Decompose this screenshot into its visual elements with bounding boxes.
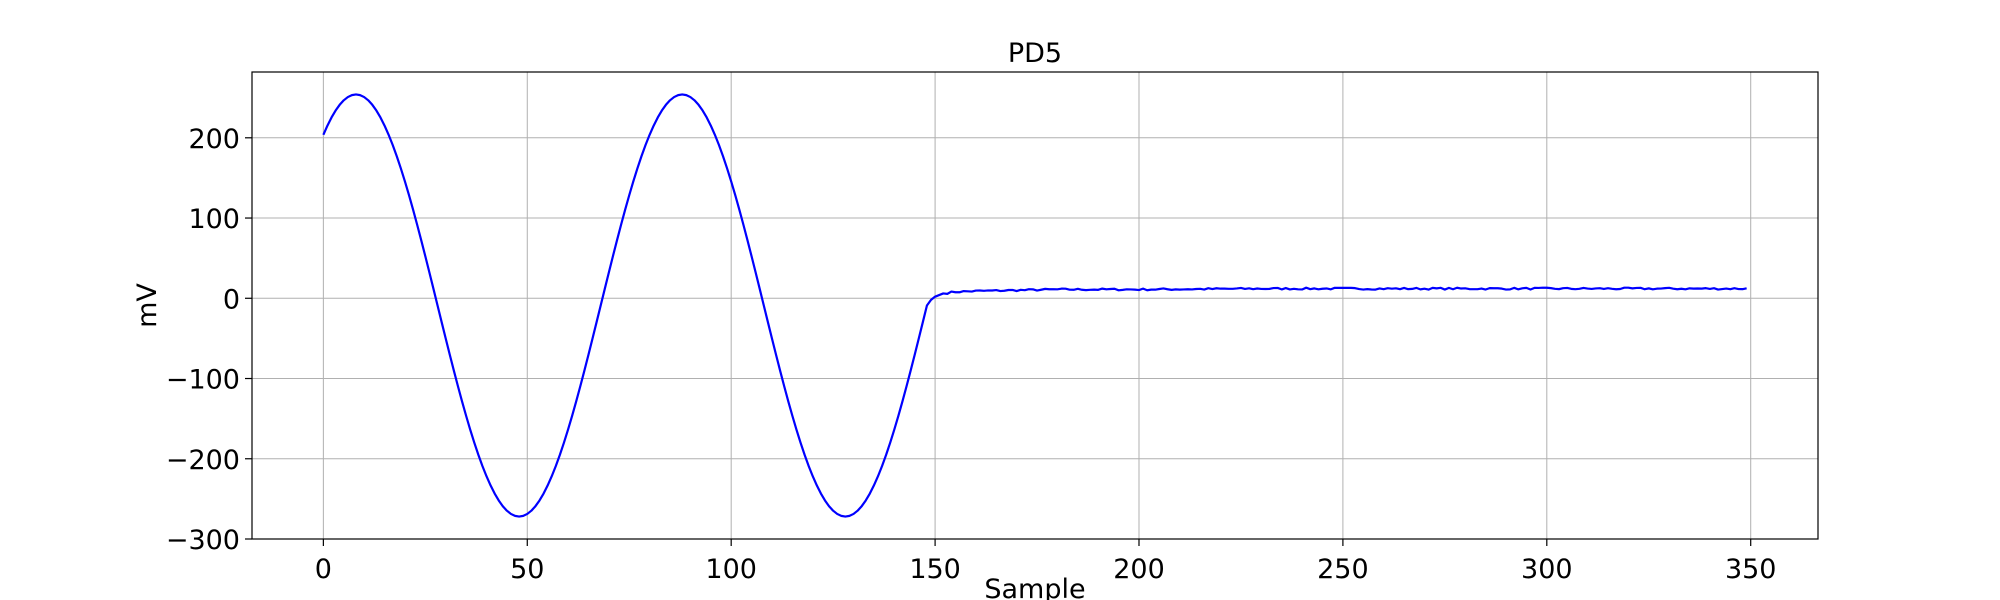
x-tick-label: 300 — [1521, 554, 1573, 585]
plot-frame — [251, 71, 1819, 540]
y-tick-label: −200 — [166, 445, 240, 476]
chart-title: PD5 — [1008, 38, 1062, 69]
x-tick-label: 150 — [909, 554, 961, 585]
y-tick-label: −100 — [166, 365, 240, 396]
x-tick-label: 50 — [510, 554, 544, 585]
series-line — [322, 93, 1747, 518]
x-tick-label: 250 — [1317, 554, 1369, 585]
y-axis-ticks: −300 −200 −100 0 100 200 — [166, 124, 252, 556]
x-tick-label: 100 — [705, 554, 757, 585]
series-layer — [322, 93, 1747, 518]
y-tick-label: −300 — [166, 525, 240, 556]
y-tick-label: 0 — [223, 284, 240, 315]
y-axis-label: mV — [132, 283, 163, 328]
x-tick-label: 350 — [1725, 554, 1777, 585]
x-tick-label: 200 — [1113, 554, 1165, 585]
grid-lines — [252, 72, 1818, 540]
y-tick-label: 100 — [188, 204, 240, 235]
x-axis-label: Sample — [984, 574, 1085, 600]
x-tick-label: 0 — [315, 554, 332, 585]
x-axis-ticks: 0 50 100 150 200 250 300 350 — [315, 539, 1777, 585]
y-tick-label: 200 — [188, 124, 240, 155]
